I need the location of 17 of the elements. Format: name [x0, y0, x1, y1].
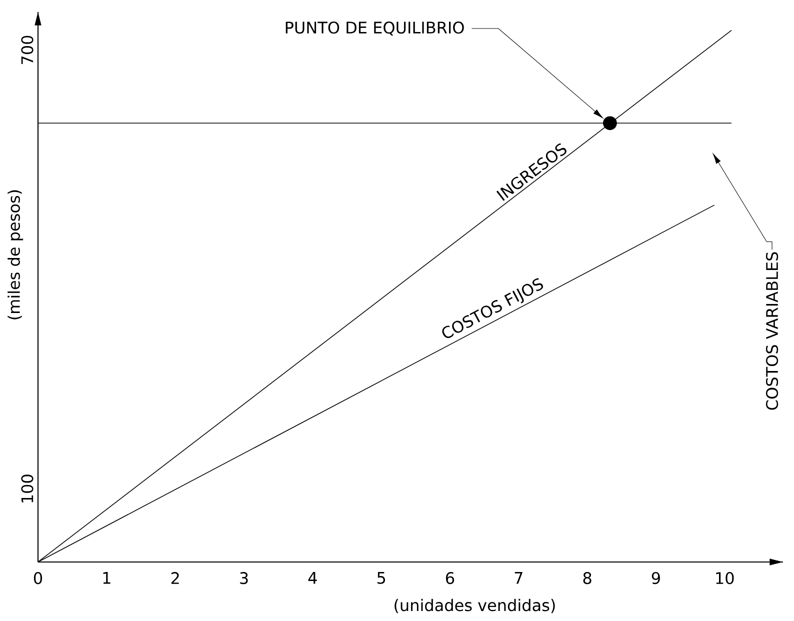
x-tick-label: 8	[583, 572, 592, 584]
x-tick-label: 5	[377, 572, 386, 584]
x-tick-label: 6	[446, 572, 454, 584]
y-tick-label: 700	[21, 36, 34, 64]
y-axis-title: (miles de pesos)	[8, 190, 24, 320]
x-tick-label: 3	[240, 572, 248, 584]
x-tick-label: 1	[103, 572, 110, 584]
x-tick-label: 0	[34, 572, 42, 584]
y-tick-label: 100	[21, 474, 34, 502]
x-tick-label: 2	[171, 572, 179, 584]
x-tick-label: 7	[514, 572, 522, 584]
annotation: PUNTO DE EQUILIBRIO	[286, 22, 464, 36]
annotation: COSTOS VARIABLES	[766, 252, 778, 410]
x-tick-label: 10	[716, 572, 734, 584]
x-tick-label: 9	[652, 572, 660, 584]
x-axis-title: (unidades vendidas)	[394, 598, 555, 614]
x-tick-label: 4	[308, 572, 317, 584]
